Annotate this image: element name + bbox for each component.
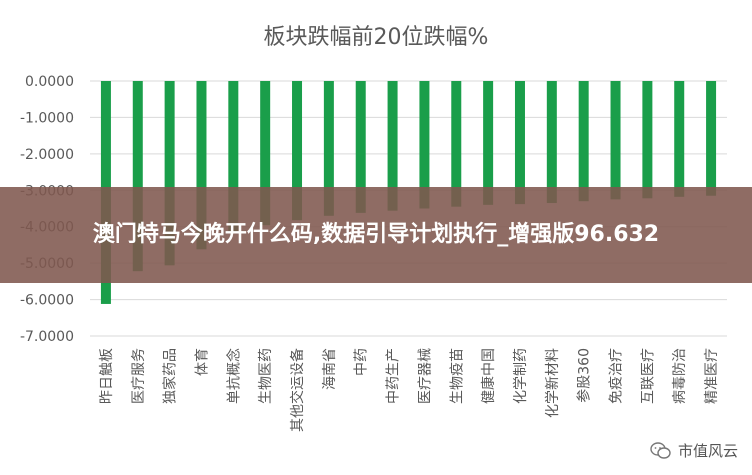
x-tick-label: 生物疫苗: [449, 348, 465, 404]
bar-13: [483, 81, 494, 205]
y-tick-label: 0.0000: [25, 74, 74, 90]
x-tick-label: 单抗概念: [225, 348, 242, 404]
bar-14: [514, 81, 525, 205]
watermark: 市值风云: [650, 440, 738, 461]
bar-17: [610, 81, 621, 200]
x-tick-label: 参股360: [576, 348, 593, 403]
x-tick-label: 医疗器械: [417, 348, 433, 404]
bar-16: [578, 81, 589, 202]
y-tick-label: -7.0000: [20, 329, 74, 345]
bar-20: [706, 81, 717, 196]
x-tick-label: 中药生产: [386, 348, 402, 404]
y-tick-label: -6.0000: [20, 293, 74, 309]
x-tick-label: 中药: [354, 348, 370, 376]
banner-text: 澳门特马今晚开什么码,数据引导计划执行_增强版96.632: [92, 222, 660, 247]
bar-2: [132, 81, 143, 272]
x-tick-label: 病毒防治: [672, 348, 688, 404]
bar-9: [355, 81, 366, 213]
bar-19: [674, 81, 685, 197]
x-tick-label: 健康中国: [480, 348, 497, 404]
x-tick-label: 其他交运设备: [289, 348, 306, 432]
x-axis-ticks: 昨日触板 医疗服务 独家药品 体育 单抗概念 生物医药 其他交运设备 海南省 中药 中药生产 医疗器…: [99, 348, 720, 432]
bar-18: [642, 81, 653, 199]
bar-15: [546, 81, 557, 204]
y-tick-label: -2.0000: [20, 147, 74, 163]
x-tick-label: 化学制药: [513, 348, 529, 404]
watermark-text: 市值风云: [677, 442, 738, 460]
x-tick-label: 独家药品: [162, 348, 179, 404]
bar-10: [387, 81, 398, 211]
bar-5: [228, 81, 239, 234]
x-tick-label: 生物医药: [258, 348, 274, 404]
x-tick-label: 化学新材料: [545, 348, 561, 418]
x-tick-label: 免疫治疗: [609, 348, 625, 404]
wechat-icon: [650, 441, 671, 459]
x-tick-label: 体育: [194, 348, 210, 376]
bar-7: [292, 81, 303, 221]
bar-3: [164, 81, 175, 266]
y-tick-label: -1.0000: [20, 110, 74, 126]
chart-title: 板块跌幅前20位跌幅%: [264, 25, 489, 50]
bar-11: [419, 81, 430, 209]
x-tick-label: 海南省: [322, 348, 338, 390]
bar-6: [260, 81, 271, 226]
bar-4: [196, 81, 207, 250]
bar-12: [451, 81, 462, 207]
x-tick-label: 昨日触板: [99, 348, 115, 404]
x-tick-label: 精准医疗: [704, 348, 720, 404]
x-tick-label: 互联医疗: [640, 348, 656, 404]
bar-8: [323, 81, 334, 216]
x-tick-label: 医疗服务: [131, 348, 147, 404]
overlay-banner: 澳门特马今晚开什么码,数据引导计划执行_增强版96.632: [0, 187, 752, 283]
